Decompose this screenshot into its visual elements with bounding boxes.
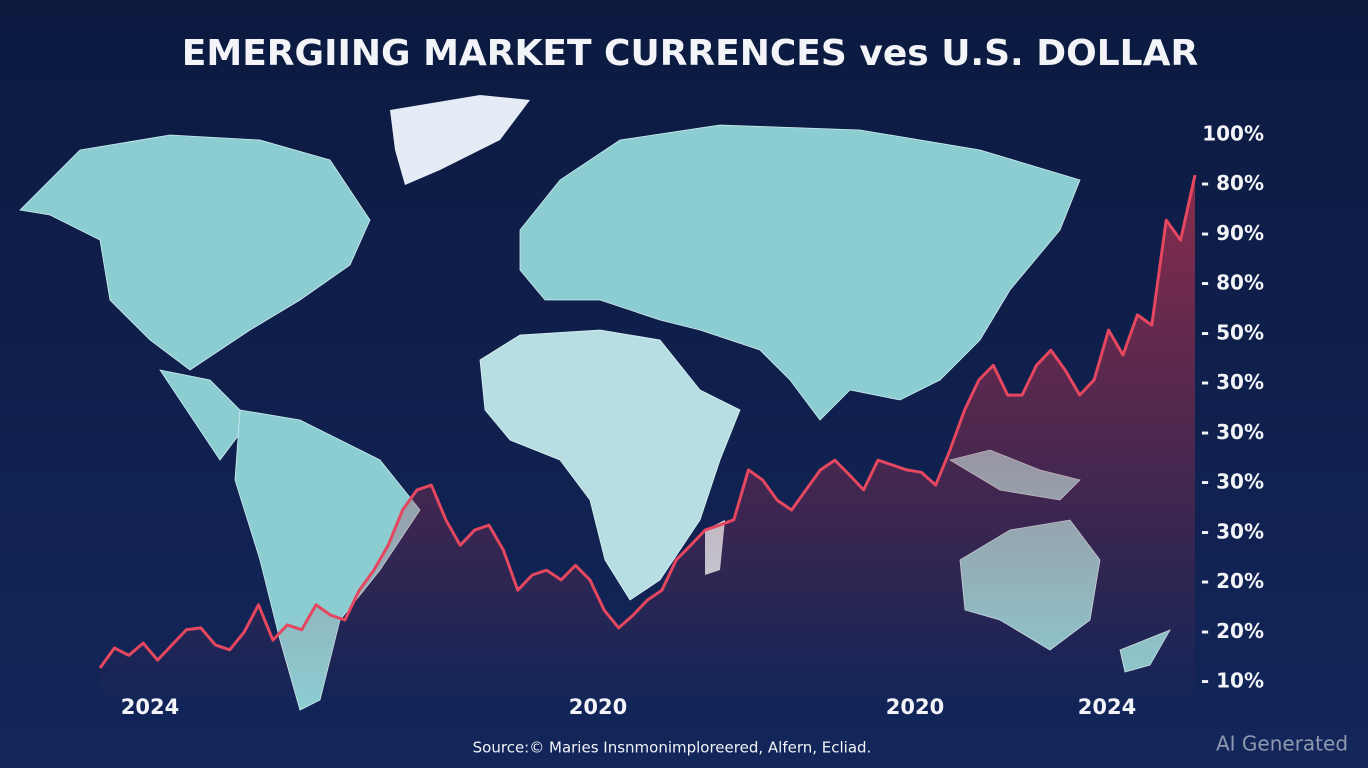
y-axis-label: - 90%	[1201, 221, 1264, 245]
y-axis-label: - 20%	[1201, 569, 1264, 593]
y-axis-label: - 20%	[1201, 619, 1264, 643]
watermark: AI Generated	[1216, 732, 1348, 756]
y-tick-label: - 10%	[1201, 669, 1264, 693]
y-axis-label: - 30%	[1201, 470, 1264, 494]
y-axis-label: - 30%	[1201, 519, 1264, 543]
line	[98, 174, 1197, 669]
y-axis-label: - 80%	[1201, 271, 1264, 295]
y-axis-label: - 30%	[1201, 420, 1264, 444]
source: Source:© Maries Insnmonimploreered, Alfe…	[473, 739, 872, 757]
chart-title: EMERGIING MARKET CURRENCES ves U.S. DOLL…	[182, 33, 1198, 74]
y-axis-label: - 30%	[1201, 370, 1264, 394]
y-axis-label: - 80%	[1201, 171, 1264, 195]
y-axis-label: - 50%	[1201, 320, 1264, 344]
y-tick-label: 100%	[1202, 122, 1264, 146]
